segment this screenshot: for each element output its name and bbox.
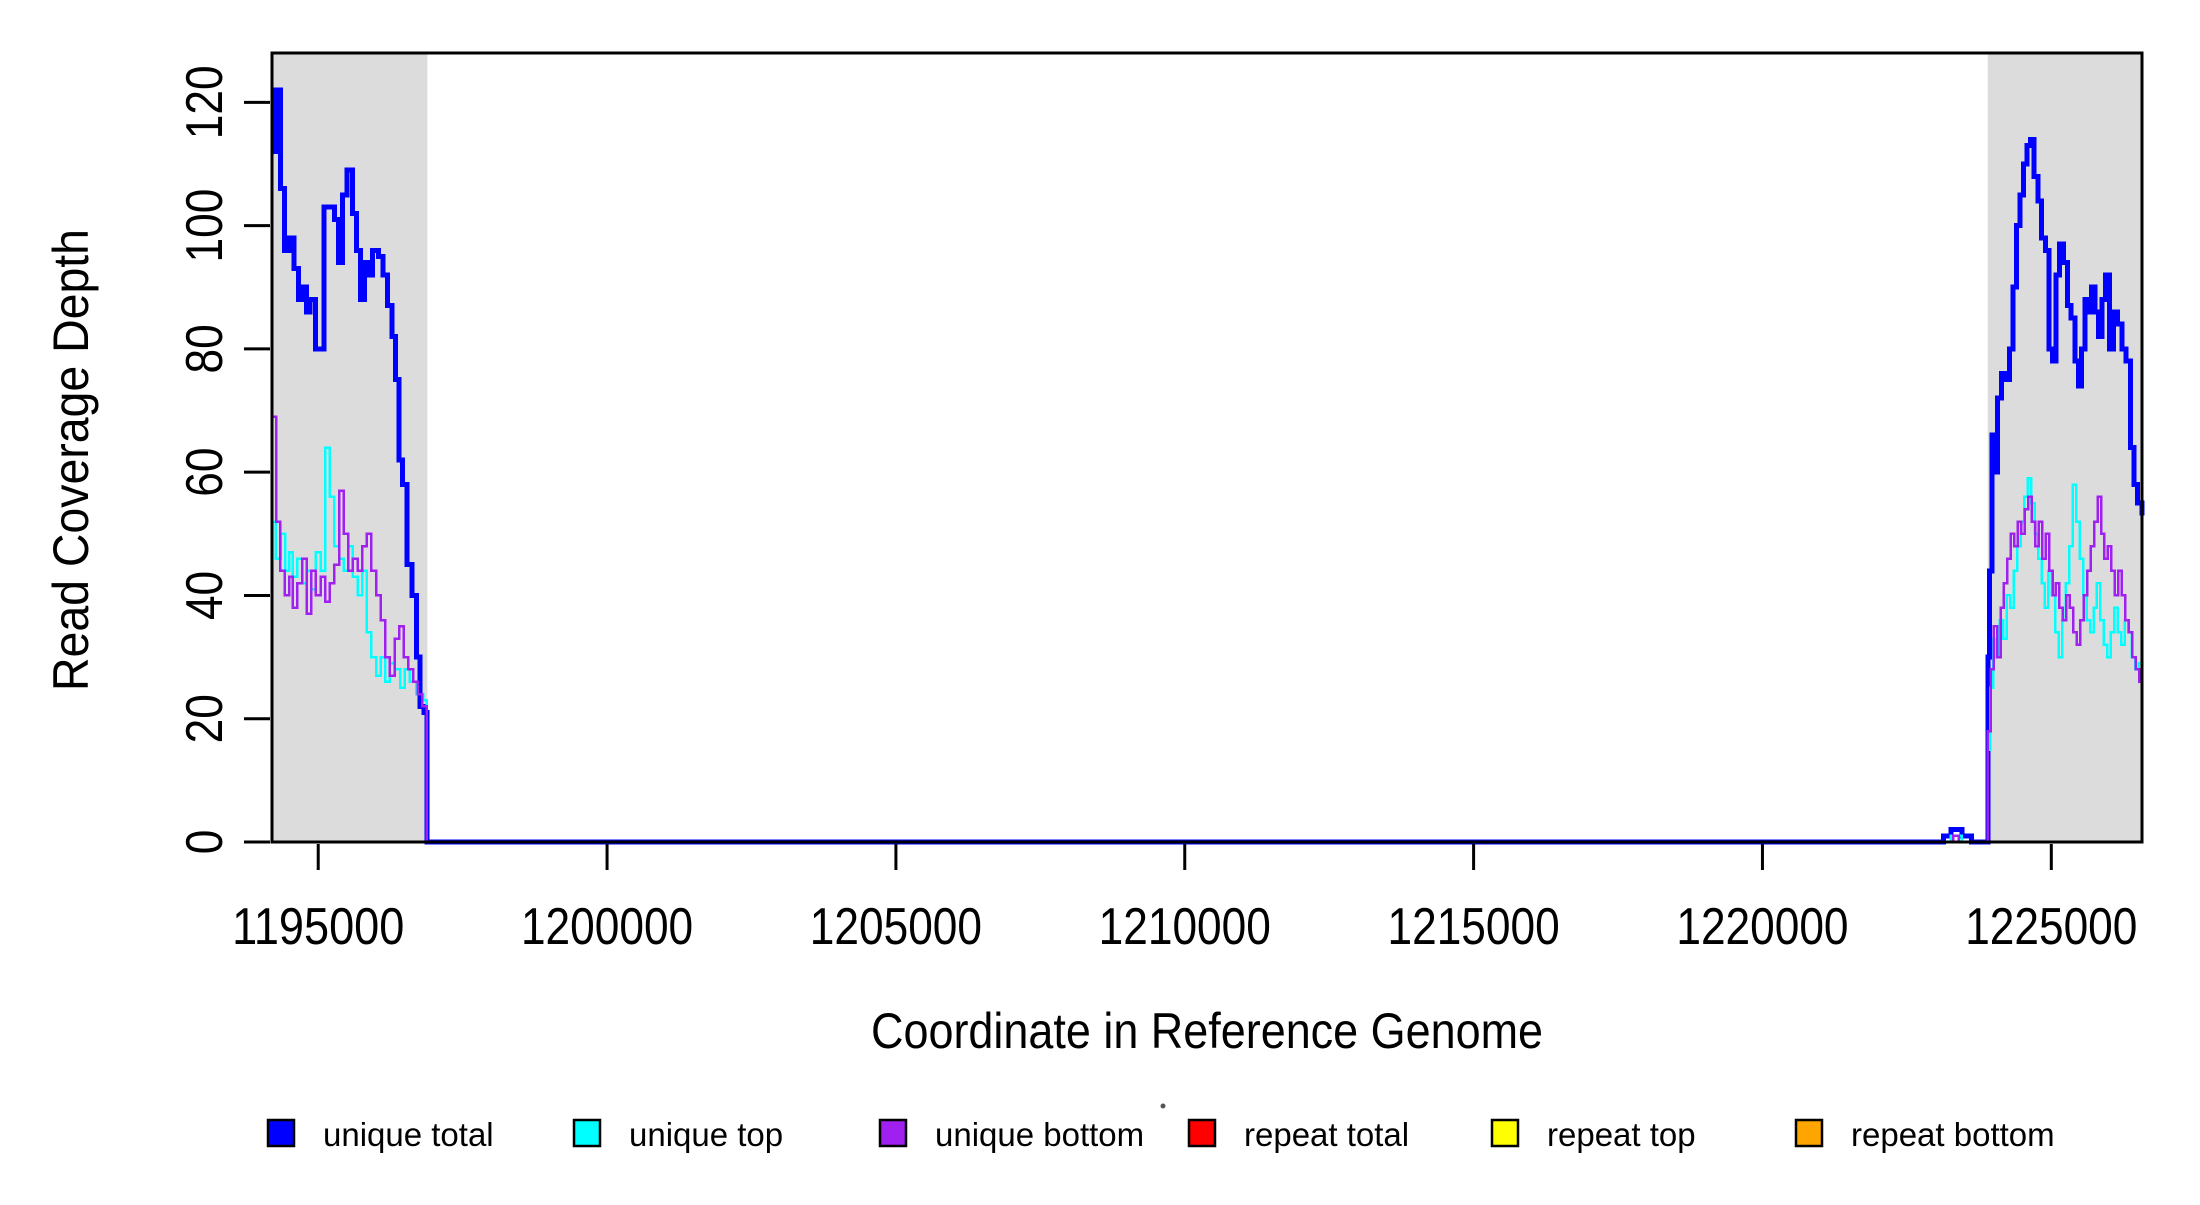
x-tick-label: 1195000 bbox=[232, 898, 404, 956]
y-tick-label: 0 bbox=[176, 830, 234, 855]
legend-item-repeat-bottom: repeat bottom bbox=[1794, 1116, 2055, 1153]
stray-dot-artifact bbox=[1160, 1103, 1166, 1109]
legend-item-repeat-total: repeat total bbox=[1187, 1116, 1409, 1153]
y-tick-label: 100 bbox=[176, 189, 234, 263]
legend-item-unique-total: unique total bbox=[266, 1116, 494, 1153]
y-tick-label: 20 bbox=[176, 694, 234, 743]
x-tick-label: 1205000 bbox=[810, 898, 982, 956]
y-axis-title: Read Coverage Depth bbox=[43, 229, 99, 691]
y-tick-label: 80 bbox=[176, 324, 234, 373]
legend-item-unique-top: unique top bbox=[572, 1116, 783, 1153]
legend-swatch-unique-top bbox=[572, 1118, 602, 1148]
shaded-region bbox=[1987, 53, 2142, 842]
legend-swatch-repeat-top bbox=[1490, 1118, 1520, 1148]
legend-swatch-unique-bottom bbox=[878, 1118, 908, 1148]
y-tick-label: 40 bbox=[176, 571, 234, 620]
legend-label-unique-bottom: unique bottom bbox=[935, 1116, 1144, 1153]
series-unique-top bbox=[272, 446, 2144, 844]
plot-border-box bbox=[270, 51, 2144, 844]
series-unique-total bbox=[272, 87, 2145, 845]
legend-label-unique-total: unique total bbox=[323, 1116, 494, 1153]
y-tick-label: 120 bbox=[176, 65, 234, 139]
x-axis-title: Coordinate in Reference Genome bbox=[871, 1003, 1543, 1059]
y-tick-label: 60 bbox=[176, 448, 234, 497]
legend-label-repeat-top: repeat top bbox=[1547, 1116, 1696, 1153]
legend: unique total unique top unique bottom repea… bbox=[266, 1116, 2055, 1153]
legend-swatch-repeat-bottom bbox=[1794, 1118, 1824, 1148]
series-unique-bottom bbox=[272, 415, 2144, 844]
legend-label-repeat-bottom: repeat bottom bbox=[1851, 1116, 2055, 1153]
x-tick-label: 1220000 bbox=[1676, 898, 1848, 956]
x-tick-label: 1210000 bbox=[1099, 898, 1271, 956]
legend-label-repeat-total: repeat total bbox=[1244, 1116, 1409, 1153]
x-tick-label: 1200000 bbox=[521, 898, 693, 956]
legend-swatch-unique-total bbox=[266, 1118, 296, 1148]
x-tick-label: 1225000 bbox=[1965, 898, 2137, 956]
y-axis-layer: 0 20 40 60 80 100 120 bbox=[176, 65, 270, 854]
legend-item-unique-bottom: unique bottom bbox=[878, 1116, 1144, 1153]
x-tick-label: 1215000 bbox=[1388, 898, 1560, 956]
x-axis-layer: 1195000 1200000 1205000 1210000 1215000 12200… bbox=[232, 844, 2137, 956]
legend-label-unique-top: unique top bbox=[629, 1116, 783, 1153]
legend-swatch-repeat-total bbox=[1187, 1118, 1217, 1148]
legend-item-repeat-top: repeat top bbox=[1490, 1116, 1696, 1153]
